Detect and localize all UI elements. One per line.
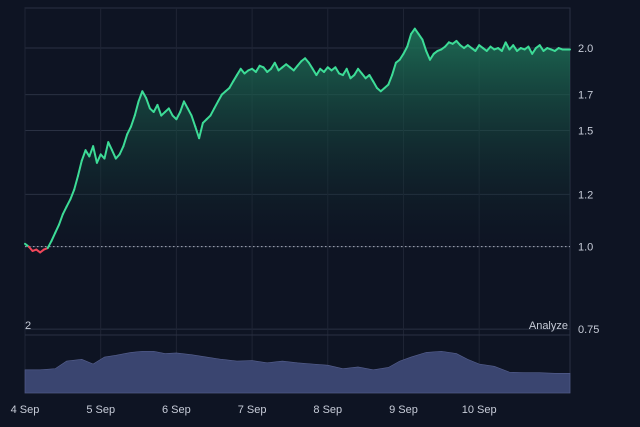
price-line-segment bbox=[228, 80, 235, 89]
x-tick-label: 4 Sep bbox=[11, 404, 40, 416]
price-line-segment bbox=[368, 74, 375, 83]
price-line-segment bbox=[398, 52, 405, 61]
y-tick-label: 1.5 bbox=[578, 125, 593, 137]
price-line-segment bbox=[198, 121, 204, 140]
price-line-segment bbox=[209, 107, 216, 117]
price-line-segment bbox=[126, 125, 132, 136]
price-line-segment bbox=[425, 49, 431, 61]
price-line-segment bbox=[58, 213, 64, 226]
price-line-segment bbox=[65, 198, 72, 208]
price-line-segment bbox=[156, 103, 163, 117]
price-line-segment bbox=[357, 67, 363, 75]
price-line-segment bbox=[69, 188, 76, 201]
price-line-segment bbox=[504, 41, 511, 51]
price-line-segment bbox=[103, 141, 110, 160]
y-tick-label: 2.0 bbox=[578, 43, 593, 55]
price-line-segment bbox=[235, 67, 242, 77]
price-line-segment bbox=[500, 41, 507, 52]
price-line-segment bbox=[73, 174, 79, 191]
price-line-segment bbox=[315, 67, 322, 77]
price-line-segment bbox=[175, 110, 182, 121]
price-line-segment bbox=[217, 93, 223, 103]
price-line-segment bbox=[186, 107, 193, 117]
price-line-segment bbox=[182, 100, 189, 110]
price-line-segment bbox=[512, 44, 519, 52]
price-line-segment bbox=[273, 61, 280, 72]
price-line-segment bbox=[345, 67, 352, 80]
price-line-segment bbox=[179, 100, 185, 113]
price-line-segment bbox=[402, 45, 409, 55]
price-line-segment bbox=[311, 67, 318, 77]
price-line-segment bbox=[107, 141, 114, 152]
price-line-segment bbox=[61, 205, 68, 216]
y-tick-label: 0.75 bbox=[578, 324, 599, 336]
price-line-segment bbox=[531, 47, 537, 55]
price-line-segment bbox=[76, 159, 83, 177]
price-line-segment bbox=[474, 44, 481, 52]
volume-area bbox=[24, 350, 571, 394]
price-line-segment bbox=[141, 90, 148, 99]
price-line-segment bbox=[406, 33, 413, 48]
price-line-segment bbox=[270, 61, 276, 70]
price-line-segment bbox=[167, 107, 174, 117]
price-line-segment bbox=[145, 96, 151, 110]
x-tick-label: 10 Sep bbox=[462, 404, 497, 416]
price-line-segment bbox=[92, 145, 98, 164]
brand-label: Analyze bbox=[529, 320, 568, 332]
price-line-segment bbox=[421, 38, 428, 52]
price-line-segment bbox=[213, 100, 220, 110]
price-line-segment bbox=[239, 67, 246, 75]
price-line-segment bbox=[360, 72, 367, 80]
price-line-segment bbox=[413, 27, 420, 36]
price-line-segment bbox=[527, 45, 534, 55]
price-line-segment bbox=[50, 231, 57, 242]
price-line-segment bbox=[372, 80, 378, 89]
price-line-segment bbox=[137, 90, 144, 103]
price-line-segment bbox=[54, 223, 61, 234]
price-line-segment bbox=[80, 149, 87, 162]
price-line-segment bbox=[129, 114, 136, 128]
price-line-segment bbox=[538, 44, 545, 52]
price-line-segment bbox=[118, 145, 125, 156]
x-tick-label: 9 Sep bbox=[389, 404, 418, 416]
price-line-segment bbox=[428, 52, 435, 61]
x-tick-label: 5 Sep bbox=[86, 404, 115, 416]
price-line-segment bbox=[307, 61, 314, 70]
price-line-segment bbox=[387, 74, 394, 86]
price-line-segment bbox=[111, 149, 117, 160]
price-area-fill bbox=[25, 28, 570, 247]
price-line-segment bbox=[122, 133, 129, 148]
price-line-segment bbox=[334, 66, 341, 75]
price-line-segment bbox=[417, 33, 424, 41]
y-tick-label: 1.2 bbox=[578, 189, 593, 201]
price-line-segment bbox=[232, 74, 238, 83]
y-tick-label: 1.7 bbox=[578, 90, 593, 102]
price-line-segment bbox=[190, 114, 197, 128]
x-tick-label: 6 Sep bbox=[162, 404, 191, 416]
price-line-segment bbox=[133, 100, 140, 117]
price-line-segment bbox=[95, 153, 102, 164]
price-line-segment bbox=[46, 239, 53, 250]
x-tick-label: 7 Sep bbox=[238, 404, 267, 416]
volume-scale-label: 2 bbox=[25, 320, 31, 332]
price-line-segment bbox=[353, 67, 360, 77]
x-tick-label: 8 Sep bbox=[313, 404, 342, 416]
y-tick-label: 1.0 bbox=[578, 242, 593, 254]
price-line-segment bbox=[254, 64, 261, 73]
price-line-segment bbox=[410, 27, 416, 36]
price-line-segment bbox=[194, 125, 201, 140]
price-line-segment bbox=[391, 61, 397, 77]
